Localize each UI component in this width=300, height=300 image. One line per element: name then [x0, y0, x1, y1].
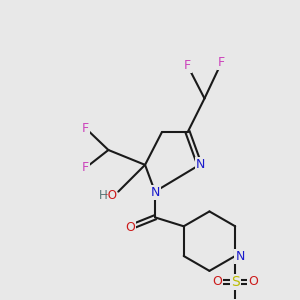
Text: S: S	[231, 275, 240, 289]
Text: O: O	[125, 221, 135, 234]
Text: F: F	[184, 59, 191, 72]
Text: H: H	[99, 189, 108, 202]
Text: N: N	[196, 158, 205, 171]
Text: ·O: ·O	[105, 189, 118, 202]
Text: N: N	[236, 250, 245, 262]
Text: N: N	[150, 186, 160, 199]
Text: O: O	[212, 275, 222, 288]
Text: O: O	[248, 275, 258, 288]
Text: F: F	[218, 56, 225, 69]
Text: F: F	[82, 161, 89, 174]
Text: F: F	[82, 122, 89, 135]
